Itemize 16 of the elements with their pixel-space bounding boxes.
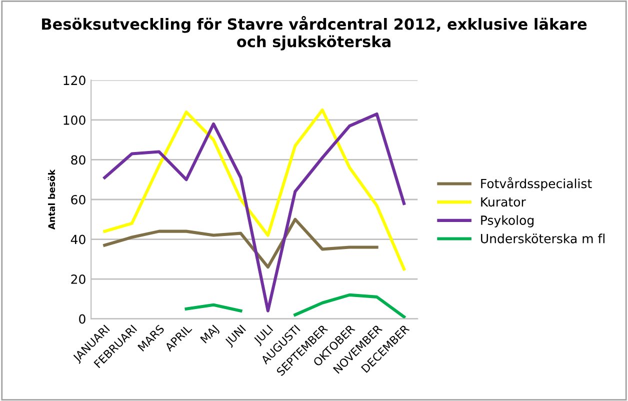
y-tick-label: 100 [64, 115, 86, 125]
y-tick-label: 0 [79, 314, 86, 324]
y-tick-label: 80 [71, 155, 86, 165]
y-tick-label: 20 [71, 274, 86, 284]
line-series [103, 112, 406, 312]
legend-label: Psykolog [481, 215, 534, 228]
legend-label: Fotvårdsspecialist [481, 177, 592, 191]
y-tick-label: 60 [71, 194, 86, 204]
line-series [103, 108, 406, 271]
legend-label: Kurator [481, 197, 526, 207]
y-axis-title: Antal besök [48, 169, 56, 230]
legend-label: Undersköterska m fl [481, 234, 604, 244]
chart-title: Besöksutveckling för Stavre vårdcentral 2012, exklusive läkare och sjuksköterska [42, 16, 587, 50]
y-tick-label: 120 [64, 76, 86, 86]
line-series [103, 218, 378, 269]
y-tick-label: 40 [70, 234, 86, 244]
